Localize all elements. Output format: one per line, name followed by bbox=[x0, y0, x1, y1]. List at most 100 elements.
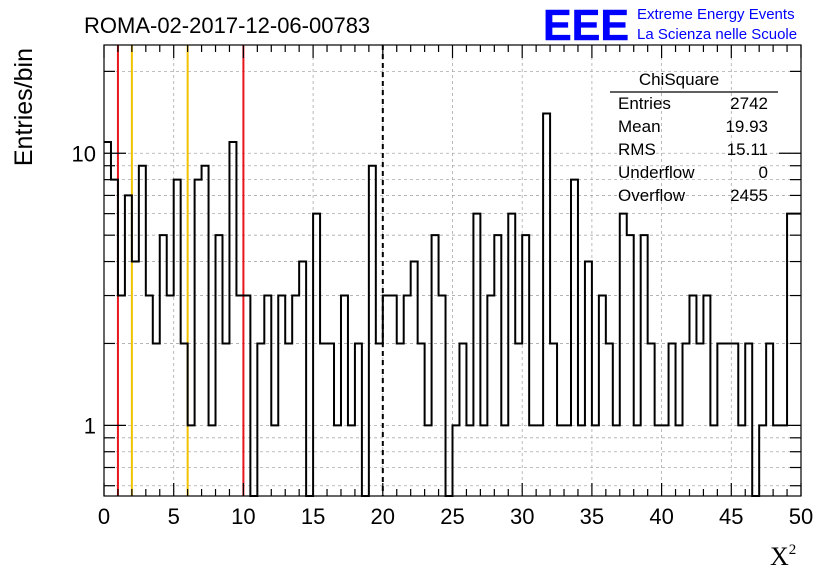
histogram-bin bbox=[264, 296, 271, 496]
histogram-bin bbox=[132, 262, 139, 496]
histogram-bin bbox=[696, 343, 703, 496]
axis-ticks bbox=[103, 45, 802, 496]
histogram-bin bbox=[167, 296, 174, 496]
histogram-bin bbox=[627, 235, 634, 496]
histogram-bin bbox=[271, 425, 278, 496]
histogram-bin bbox=[327, 343, 334, 496]
histogram-bin bbox=[543, 114, 550, 496]
histogram-bin bbox=[773, 425, 780, 496]
histogram-bin bbox=[222, 343, 229, 496]
histogram-bin bbox=[592, 425, 599, 496]
chart-title: ROMA-02-2017-12-06-00783 bbox=[84, 13, 370, 38]
x-tick-label: 45 bbox=[719, 504, 743, 529]
histogram-bin bbox=[703, 296, 710, 496]
x-tick-label: 0 bbox=[98, 504, 110, 529]
histogram-bin bbox=[689, 296, 696, 496]
histogram-bin bbox=[243, 296, 250, 496]
x-tick-label: 25 bbox=[440, 504, 464, 529]
x-tick-label: 10 bbox=[231, 504, 255, 529]
x-tick-label: 35 bbox=[580, 504, 604, 529]
histogram-bin bbox=[453, 425, 460, 496]
histogram-bin bbox=[229, 142, 236, 496]
stats-label: Underflow bbox=[618, 163, 695, 182]
stats-value: 2455 bbox=[730, 186, 768, 205]
histogram-bin bbox=[334, 425, 341, 496]
histogram-bin bbox=[738, 425, 745, 496]
histogram-bin bbox=[397, 343, 404, 496]
histogram-bin bbox=[655, 425, 662, 496]
histogram-bin bbox=[780, 425, 787, 496]
eee-logo-line1: Extreme Energy Events bbox=[637, 6, 795, 23]
histogram-bin bbox=[480, 425, 487, 496]
histogram-bin bbox=[683, 343, 690, 496]
histogram-bin bbox=[564, 425, 571, 496]
histogram bbox=[104, 112, 801, 497]
histogram-bin bbox=[188, 425, 195, 496]
histogram-bin bbox=[459, 343, 466, 496]
histogram-bin bbox=[550, 343, 557, 496]
histogram-bin bbox=[759, 425, 766, 496]
histogram-bin bbox=[641, 235, 648, 496]
histogram-bin bbox=[209, 425, 216, 496]
histogram-bin bbox=[676, 425, 683, 496]
histogram-bin bbox=[466, 425, 473, 496]
histogram-bin bbox=[571, 180, 578, 496]
histogram-outline bbox=[104, 112, 801, 497]
histogram-bin bbox=[425, 425, 432, 496]
histogram-bin bbox=[257, 343, 264, 496]
histogram-bin bbox=[313, 214, 320, 496]
histogram-bin bbox=[710, 425, 717, 496]
histogram-bin bbox=[195, 180, 202, 496]
histogram-bin bbox=[515, 343, 522, 496]
histogram-bin bbox=[662, 425, 669, 496]
histogram-bin bbox=[724, 343, 731, 496]
tick-labels: 0 5 10 15 20 25 30 35 40 45 50 1 10 bbox=[72, 141, 814, 529]
x-tick-label: 50 bbox=[789, 504, 813, 529]
histogram-bin bbox=[620, 214, 627, 496]
histogram-bin bbox=[376, 343, 383, 496]
histogram-bin bbox=[292, 296, 299, 496]
stats-value: 15.11 bbox=[727, 140, 768, 159]
stats-label: Entries bbox=[618, 94, 671, 113]
stats-label: Mean bbox=[618, 117, 661, 136]
histogram-bin bbox=[153, 343, 160, 496]
histogram-bin bbox=[202, 166, 209, 496]
histogram-bin bbox=[160, 235, 167, 496]
histogram-bin bbox=[139, 166, 146, 496]
x-tick-label: 15 bbox=[301, 504, 325, 529]
histogram-bin bbox=[766, 343, 773, 496]
x-tick-label: 20 bbox=[371, 504, 395, 529]
histogram-bin bbox=[125, 195, 132, 496]
x-tick-label: 30 bbox=[510, 504, 534, 529]
histogram-bin bbox=[411, 262, 418, 496]
histogram-bin bbox=[606, 343, 613, 496]
histogram-bin bbox=[585, 262, 592, 496]
histogram-bin bbox=[529, 425, 536, 496]
stats-value: 0 bbox=[759, 163, 768, 182]
eee-logo-mark: EEE bbox=[543, 1, 629, 50]
histogram-bin bbox=[383, 296, 390, 496]
histogram-bin bbox=[118, 296, 125, 496]
histogram-bin bbox=[181, 343, 188, 496]
y-axis-label: Entries/bin bbox=[10, 48, 38, 166]
eee-logo: EEE Extreme Energy Events La Scienza nel… bbox=[543, 1, 797, 51]
histogram-bin bbox=[731, 343, 738, 496]
histogram-bin bbox=[404, 296, 411, 496]
histogram-bin bbox=[508, 214, 515, 496]
histogram-bin bbox=[787, 214, 794, 496]
histogram-bin bbox=[278, 296, 285, 496]
histogram-bin bbox=[494, 235, 501, 496]
histogram-bin bbox=[487, 296, 494, 496]
histogram-bin bbox=[794, 214, 801, 496]
stats-value: 2742 bbox=[730, 94, 768, 113]
histogram-bin bbox=[418, 343, 425, 496]
histogram-bin bbox=[536, 425, 543, 496]
stats-rows: Entries 2742 Mean 19.93 RMS 15.11 Underflow 0 Ov… bbox=[618, 94, 768, 205]
histogram-bin bbox=[146, 296, 153, 496]
histogram-bin bbox=[355, 343, 362, 496]
histogram-bin bbox=[369, 166, 376, 496]
histogram-bin bbox=[432, 235, 439, 496]
histogram-bin bbox=[669, 343, 676, 496]
stats-label: Overflow bbox=[618, 186, 686, 205]
